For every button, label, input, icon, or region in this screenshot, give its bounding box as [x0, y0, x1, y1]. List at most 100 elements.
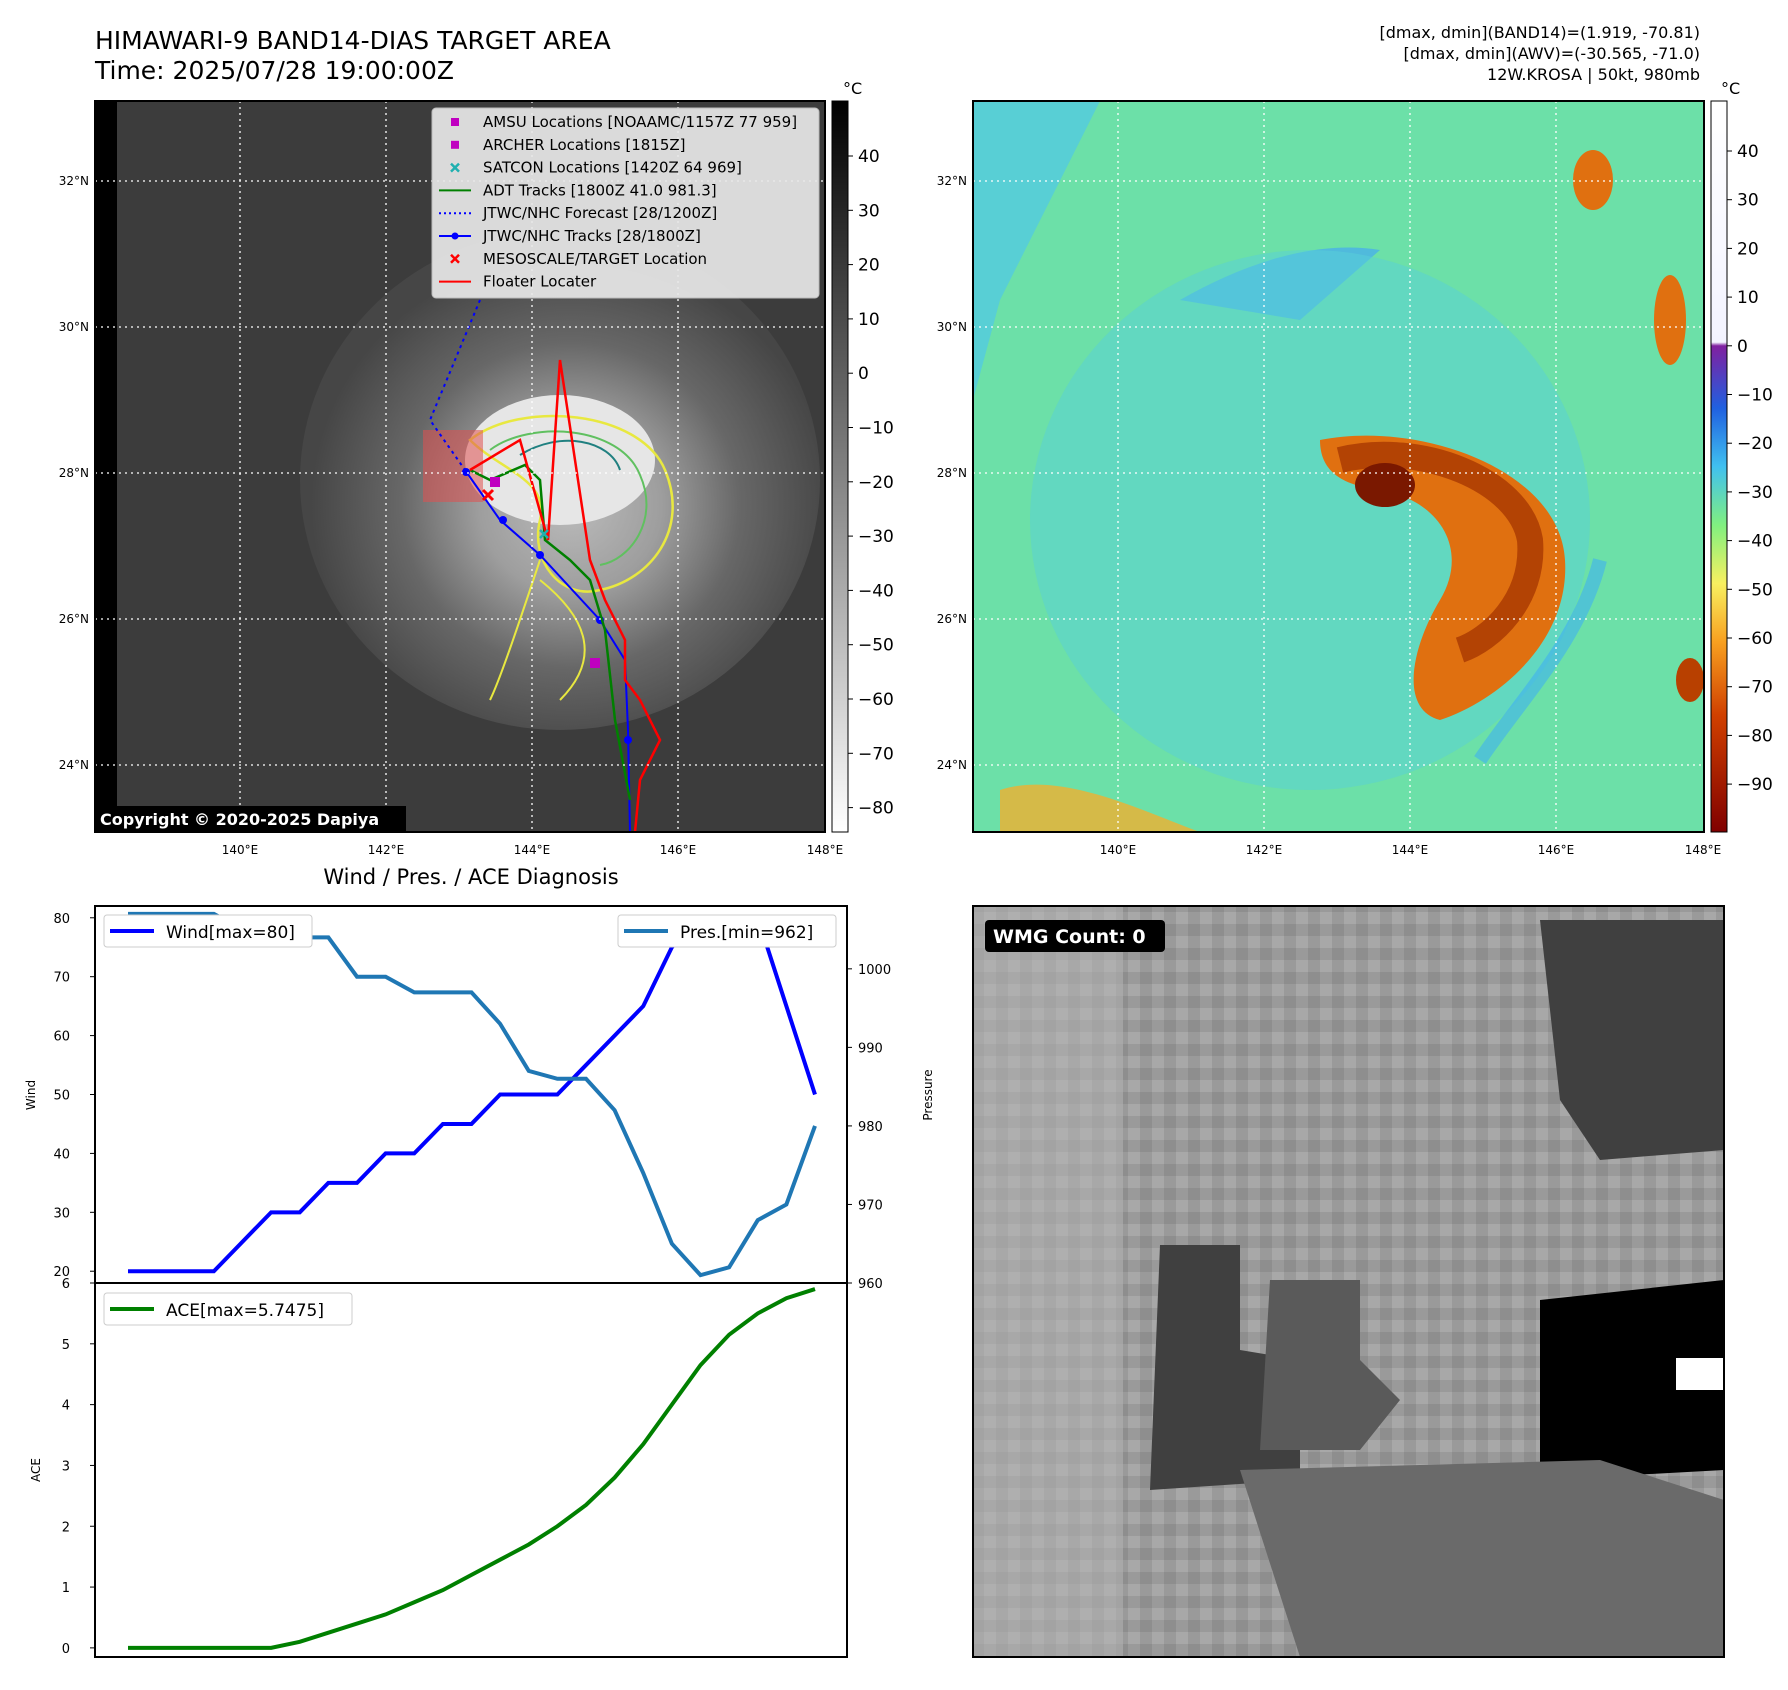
colorbar-tick-label: −30: [858, 527, 894, 547]
pressure-axis-ticks: 960 970 980 990 1000: [847, 963, 891, 1292]
awv-lat-labels: 32°N 30°N 28°N 26°N 24°N: [937, 174, 967, 772]
lon-label: 146°E: [660, 843, 697, 857]
colorbar-tick-label: 30: [1737, 191, 1759, 211]
lon-label: 140°E: [1100, 843, 1137, 857]
awv-lon-labels: 140°E 142°E 144°E 146°E 148°E: [1100, 843, 1722, 857]
wmg-dark-block-ne: [1540, 920, 1724, 1160]
ir-colorbar-ticks: 40 30 20 10 0 −10 −20 −30 −40 −50 −60 −70 −80: [848, 147, 894, 819]
figure-title: HIMAWARI-9 BAND14-DIAS TARGET AREA: [95, 26, 611, 55]
colorbar-tick-label: −10: [858, 419, 894, 439]
pressure-tick-label: 990: [858, 1041, 883, 1056]
lon-label: 148°E: [1685, 843, 1722, 857]
ace-chart: 0 1 2 3 4 5 6 ACE ACE[max=5.7475]: [29, 1277, 848, 1658]
ace-series: [128, 1287, 816, 1650]
wind-tick-label: 60: [53, 1030, 70, 1045]
legend-marker-dot: [451, 232, 459, 240]
ir-lat-labels: 32°N 30°N 28°N 26°N 24°N: [59, 174, 89, 772]
colorbar-tick-label: 30: [858, 201, 880, 221]
stats-block: [dmax, dmin](BAND14)=(1.919, -70.81) [dm…: [1380, 22, 1701, 85]
jtwc-track-point: [462, 468, 470, 476]
colorbar-tick-label: −20: [1737, 434, 1773, 454]
pressure-legend-box: [617, 914, 837, 948]
wind-legend-label: Wind[max=80]: [166, 923, 295, 943]
ace-axis-ticks: 0 1 2 3 4 5 6: [62, 1277, 95, 1657]
lat-label: 30°N: [59, 320, 89, 334]
awv-map: 32°N 30°N 28°N 26°N 24°N 140°E 142°E 144°E 146°…: [937, 100, 1722, 857]
awv-colorbar-unit: °C: [1721, 79, 1740, 98]
colorbar-tick-label: −80: [1737, 726, 1773, 746]
ace-tick-label: 2: [62, 1520, 70, 1535]
legend-label: SATCON Locations [1420Z 64 969]: [483, 159, 742, 177]
legend-label: JTWC/NHC Forecast [28/1200Z]: [482, 204, 717, 222]
ir-colorbar-bar: [831, 100, 849, 833]
colorbar-tick-label: 0: [858, 364, 869, 384]
legend-label: MESOSCALE/TARGET Location: [483, 250, 707, 268]
pressure-axis-label: Pressure: [921, 1069, 935, 1120]
wind-axis-label: Wind: [24, 1080, 38, 1110]
copyright-box: [94, 806, 406, 832]
lon-label: 142°E: [1246, 843, 1283, 857]
pressure-tick-label: 970: [858, 1198, 883, 1213]
lat-label: 32°N: [937, 174, 967, 188]
legend-label: ADT Tracks [1800Z 41.0 981.3]: [483, 181, 717, 199]
pressure-tick-label: 980: [858, 1120, 883, 1135]
colorbar-tick-label: −60: [1737, 629, 1773, 649]
jtwc-track-point: [624, 736, 632, 744]
ir-map-frame: [94, 100, 826, 833]
ace-tick-label: 4: [62, 1399, 70, 1414]
lat-label: 24°N: [937, 758, 967, 772]
lon-label: 144°E: [514, 843, 551, 857]
wmg-count-box: [985, 920, 1165, 952]
colorbar-tick-label: −80: [858, 799, 894, 819]
colorbar-tick-label: −90: [1737, 775, 1773, 795]
colorbar-tick-label: −30: [1737, 483, 1773, 503]
ace-axis-label: ACE: [29, 1458, 43, 1482]
ir-map: 32°N 30°N 28°N 26°N 24°N 140°E 142°E 144°E 146°…: [59, 100, 843, 857]
colorbar-tick-label: −50: [858, 636, 894, 656]
legend-label: AMSU Locations [NOAAMC/1157Z 77 959]: [483, 113, 797, 131]
wind-tick-label: 70: [53, 971, 70, 986]
legend-label: Floater Locater: [483, 273, 597, 291]
awv-cell-s: [1000, 784, 1200, 832]
colorbar-tick-label: 40: [1737, 142, 1759, 162]
wind-plot-frame: [94, 905, 848, 1284]
awv-map-frame: [972, 100, 1705, 833]
wind-legend-box: [103, 914, 313, 948]
colorbar-tick-label: −20: [858, 473, 894, 493]
wmg-count-label: WMG Count: 0: [993, 926, 1146, 948]
awv-eyewall-hotspot: [1355, 463, 1415, 507]
satcon-marker: [539, 529, 549, 539]
awv-dry-slot: [1474, 558, 1607, 764]
legend-marker: [451, 118, 459, 126]
lat-label: 30°N: [937, 320, 967, 334]
legend-marker: [450, 253, 460, 264]
lat-label: 32°N: [59, 174, 89, 188]
lon-label: 142°E: [368, 843, 405, 857]
ir-colorbar: °C 40 30 20 10 0 −10 −20 −30 −40 −50 −60 −70 −80: [831, 79, 894, 833]
legend-marker: [450, 162, 460, 173]
lat-label: 28°N: [937, 466, 967, 480]
legend-marker: [451, 140, 459, 149]
floater-locater-track: [469, 359, 662, 833]
colorbar-tick-label: −70: [1737, 678, 1773, 698]
colorbar-tick-label: −50: [1737, 580, 1773, 600]
colorbar-tick-label: 20: [1737, 239, 1759, 259]
wind-tick-label: 80: [53, 912, 70, 927]
legend-rows: AMSU Locations [NOAAMC/1157Z 77 959] ARCH…: [439, 113, 797, 291]
awv-colorbar: °C 40 30 20 10 0 −10 −20 −30 −40 −50 −60 −70 −80 −90: [1710, 79, 1773, 833]
wmg-white-cell: [1676, 1358, 1724, 1390]
ir-map-edge: [95, 101, 117, 832]
ace-legend-label: ACE[max=5.7475]: [166, 1301, 324, 1321]
lon-label: 140°E: [222, 843, 259, 857]
ace-tick-label: 6: [62, 1277, 70, 1292]
wmg-mid-block: [1260, 1280, 1400, 1450]
ir-contour-teal: [519, 439, 621, 471]
mesoscale-target-box: [423, 430, 483, 502]
stats-awv: [dmax, dmin](AWV)=(-30.565, -71.0): [1403, 44, 1700, 63]
lon-label: 144°E: [1392, 843, 1429, 857]
colorbar-tick-label: 40: [858, 147, 880, 167]
wind-tick-label: 20: [53, 1265, 70, 1280]
wind-tick-label: 40: [53, 1147, 70, 1162]
diagnosis-title: Wind / Pres. / ACE Diagnosis: [323, 865, 618, 889]
copyright-text: Copyright © 2020-2025 Dapiya: [100, 810, 379, 829]
